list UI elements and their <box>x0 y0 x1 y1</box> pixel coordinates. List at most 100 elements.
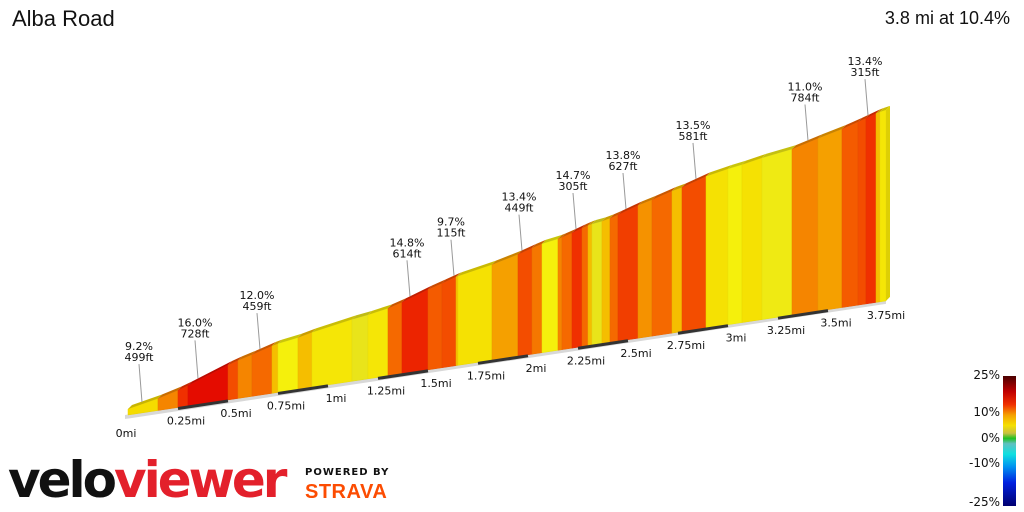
x-tick-label: 3.75mi <box>867 309 905 322</box>
grade-segment <box>441 276 457 369</box>
powered-by-label: POWERED BY <box>305 467 390 478</box>
grade-segment-top <box>542 234 562 244</box>
grade-segment-top <box>562 228 576 238</box>
strava-logo: STRAVA <box>305 481 388 503</box>
grade-segment <box>557 236 563 351</box>
grade-segment-top <box>876 107 884 114</box>
legend-label: 10% <box>973 405 1000 419</box>
annotation-length: 459ft <box>243 300 273 313</box>
distance-band <box>577 339 629 350</box>
grade-segment-top <box>618 201 642 215</box>
grade-segment <box>651 190 673 337</box>
grade-segment-top <box>158 386 182 399</box>
grade-segment-top <box>742 153 766 165</box>
annotation-length: 449ft <box>505 202 535 215</box>
annotation-grade: 13.4% <box>848 55 883 68</box>
x-tick-label: 3.5mi <box>820 317 851 330</box>
grade-segment <box>367 307 389 380</box>
grade-segment <box>387 301 403 377</box>
grade-segment <box>587 223 593 347</box>
grade-segment <box>277 337 299 393</box>
x-tick-label: 2.75mi <box>667 339 705 352</box>
grade-segment <box>637 199 653 339</box>
grade-segment-top <box>312 315 356 333</box>
grade-segment-top <box>532 239 546 249</box>
grade-segment <box>617 204 639 342</box>
grade-segment <box>227 360 239 401</box>
grade-segment-top <box>672 183 686 192</box>
legend-label: 0% <box>980 431 1000 445</box>
legend-label: 25% <box>973 368 1000 382</box>
grade-segment <box>791 137 819 316</box>
grade-segment <box>351 314 369 382</box>
grade-segment <box>817 128 843 312</box>
grade-segment-top <box>272 339 282 346</box>
annotation-length: 315ft <box>851 66 881 79</box>
grade-segment-top <box>518 244 536 255</box>
grade-segment-top <box>458 260 496 277</box>
grade-segment <box>671 186 683 334</box>
annotation-grade: 9.2% <box>125 340 153 353</box>
grade-segment <box>875 111 881 303</box>
annotation-grade: 16.0% <box>178 316 213 329</box>
x-tick-label: 0.5mi <box>220 407 251 420</box>
grade-segment-top <box>706 164 732 177</box>
grade-segment <box>271 343 279 394</box>
grade-segment-top <box>652 187 676 200</box>
annotation-length: 115ft <box>437 227 467 240</box>
grade-segment-top <box>388 298 406 309</box>
grade-segment-top <box>582 221 592 229</box>
annotation-leader <box>572 192 577 230</box>
grade-segment <box>531 243 543 355</box>
grade-segment-top <box>588 220 596 226</box>
grade-segment <box>455 275 459 366</box>
annotation-grade: 14.7% <box>556 169 591 182</box>
grade-color-scale <box>1003 376 1016 506</box>
grade-segment-top <box>402 285 432 303</box>
grade-segment-top <box>228 356 242 365</box>
annotation-leader <box>194 340 199 379</box>
grade-segment <box>857 117 867 306</box>
grade-segment-top <box>842 117 862 129</box>
annotation-grade: 12.0% <box>240 289 275 302</box>
grade-segment <box>581 225 589 347</box>
grade-segment-top <box>178 381 192 391</box>
annotation-length: 784ft <box>791 92 821 105</box>
grade-segment-top <box>818 124 846 139</box>
distance-band <box>377 369 429 380</box>
distance-band <box>777 309 829 320</box>
grade-segment-top <box>252 341 276 355</box>
annotation-length: 627ft <box>609 160 639 173</box>
annotation-grade: 13.5% <box>676 119 711 132</box>
grade-segment-top <box>428 279 446 290</box>
annotation-leader <box>450 239 455 276</box>
grade-segment-top <box>298 328 316 338</box>
annotation-leader <box>622 172 627 210</box>
x-tick-label: 0mi <box>116 427 137 440</box>
annotation-length: 728ft <box>181 327 211 340</box>
grade-segment <box>237 354 253 399</box>
x-tick-label: 1.75mi <box>467 369 505 382</box>
grade-segment <box>187 364 229 407</box>
grade-segment <box>541 238 559 353</box>
annotation-grade: 13.8% <box>606 149 641 162</box>
annotation-leader <box>138 364 143 403</box>
grade-segment-top <box>442 272 460 284</box>
grade-segment-top <box>278 333 302 344</box>
grade-segment <box>401 289 429 375</box>
annotation-leader <box>256 313 261 350</box>
annotation-leader <box>406 260 411 297</box>
grade-segment <box>517 247 533 357</box>
x-tick-label: 3mi <box>726 332 747 345</box>
distance-band <box>277 384 329 395</box>
grade-segment <box>251 345 273 397</box>
distance-band <box>477 354 529 365</box>
annotation-leader <box>692 142 697 179</box>
grade-segment-top <box>610 210 622 219</box>
grade-segment-top <box>866 109 880 119</box>
grade-segment-top <box>602 214 614 222</box>
annotation-grade: 13.4% <box>502 191 537 204</box>
grade-segment <box>491 254 519 361</box>
grade-segment <box>727 164 743 325</box>
